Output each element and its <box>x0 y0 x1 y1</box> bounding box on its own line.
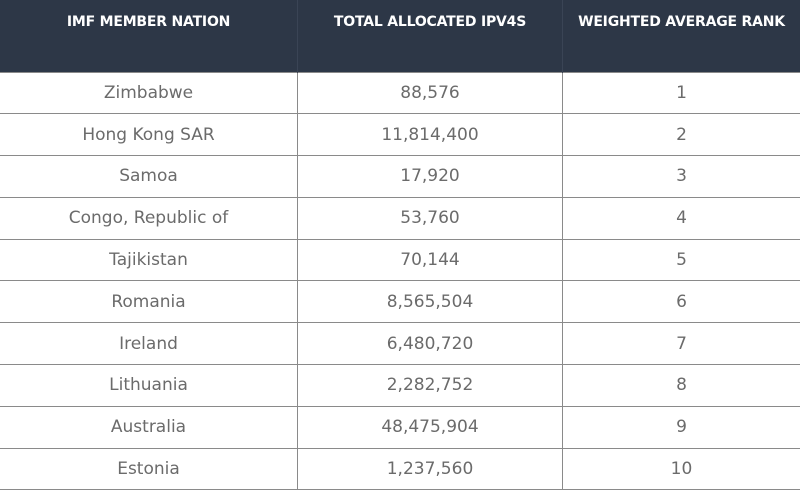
column-header-ipv4s: TOTAL ALLOCATED IPV4S <box>297 0 563 72</box>
cell-ipv4s: 1,237,560 <box>297 447 563 490</box>
table-row: Congo, Republic of 53,760 4 <box>0 196 800 240</box>
table-row: Estonia 1,237,560 10 <box>0 447 800 490</box>
cell-ipv4s: 17,920 <box>297 155 563 198</box>
cell-nation: Romania <box>0 280 298 324</box>
table-header: IMF MEMBER NATION TOTAL ALLOCATED IPV4S … <box>0 0 800 72</box>
header-row: IMF MEMBER NATION TOTAL ALLOCATED IPV4S … <box>0 0 800 72</box>
table-row: Lithuania 2,282,752 8 <box>0 364 800 407</box>
cell-rank: 5 <box>562 238 800 282</box>
cell-ipv4s: 8,565,504 <box>297 280 563 324</box>
cell-rank: 7 <box>562 322 800 366</box>
cell-rank: 9 <box>562 405 800 449</box>
cell-ipv4s: 70,144 <box>297 238 563 282</box>
cell-ipv4s: 6,480,720 <box>297 322 563 366</box>
cell-rank: 4 <box>562 196 800 240</box>
column-header-rank: WEIGHTED AVERAGE RANK <box>562 0 800 72</box>
cell-nation: Samoa <box>0 155 298 198</box>
cell-rank: 10 <box>562 447 800 490</box>
cell-ipv4s: 88,576 <box>297 71 563 115</box>
cell-rank: 1 <box>562 71 800 115</box>
table-row: Ireland 6,480,720 7 <box>0 322 800 366</box>
table-row: Romania 8,565,504 6 <box>0 280 800 324</box>
cell-nation: Lithuania <box>0 364 298 407</box>
cell-nation: Zimbabwe <box>0 71 298 115</box>
cell-nation: Congo, Republic of <box>0 196 298 240</box>
cell-rank: 3 <box>562 155 800 198</box>
cell-rank: 6 <box>562 280 800 324</box>
cell-ipv4s: 48,475,904 <box>297 405 563 449</box>
column-header-nation: IMF MEMBER NATION <box>0 0 298 72</box>
cell-nation: Australia <box>0 405 298 449</box>
cell-ipv4s: 2,282,752 <box>297 364 563 407</box>
cell-ipv4s: 53,760 <box>297 196 563 240</box>
table-row: Australia 48,475,904 9 <box>0 405 800 449</box>
cell-ipv4s: 11,814,400 <box>297 113 563 157</box>
cell-rank: 2 <box>562 113 800 157</box>
table-row: Hong Kong SAR 11,814,400 2 <box>0 113 800 157</box>
table-row: Samoa 17,920 3 <box>0 155 800 198</box>
cell-nation: Hong Kong SAR <box>0 113 298 157</box>
cell-rank: 8 <box>562 364 800 407</box>
table-row: Tajikistan 70,144 5 <box>0 238 800 282</box>
cell-nation: Tajikistan <box>0 238 298 282</box>
cell-nation: Ireland <box>0 322 298 366</box>
cell-nation: Estonia <box>0 447 298 490</box>
table-row: Zimbabwe 88,576 1 <box>0 71 800 115</box>
table-body: Zimbabwe 88,576 1 Hong Kong SAR 11,814,4… <box>0 71 800 490</box>
